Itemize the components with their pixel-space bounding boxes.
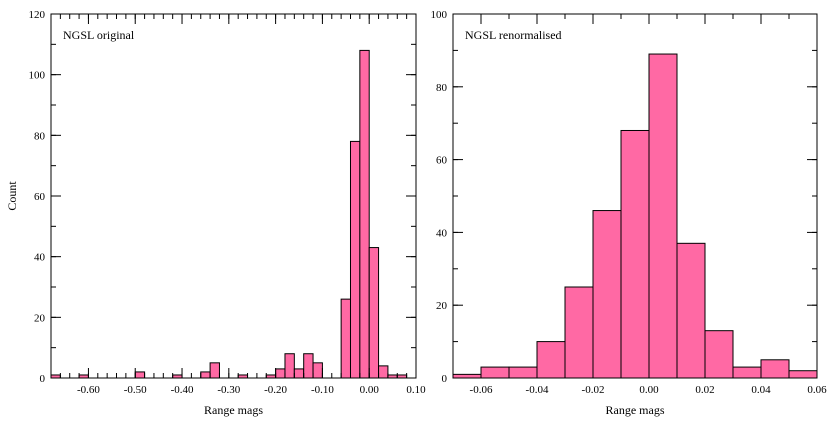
x-tick-label: -0.50 <box>124 384 147 396</box>
bar-8 <box>676 242 706 379</box>
x-tick-label: 0.02 <box>695 384 714 396</box>
y-tick-label: 80 <box>436 82 448 94</box>
x-tick-label: -0.20 <box>264 384 287 396</box>
x-tick-label: 0.10 <box>406 384 426 396</box>
bar-3 <box>536 341 566 379</box>
bars <box>452 53 818 379</box>
y-tick-label: 60 <box>436 155 448 167</box>
bar-2 <box>134 371 146 379</box>
x-axis-title: Range mags <box>204 403 263 417</box>
bar-9 <box>704 330 734 379</box>
y-tick-label: 120 <box>29 9 46 21</box>
bar-5 <box>209 362 220 379</box>
bar-12 <box>312 362 323 379</box>
y-tick-label: 20 <box>34 312 46 324</box>
ticks <box>50 13 417 379</box>
x-tick-label: 0.00 <box>360 384 380 396</box>
bar-2 <box>508 366 538 379</box>
bar-11 <box>303 353 314 379</box>
y-tick-label: 100 <box>431 9 448 21</box>
bar-0 <box>452 373 482 379</box>
bar-1 <box>480 366 510 379</box>
x-tick-label: 0.04 <box>751 384 771 396</box>
panel-ngsl-original: -0.60 -0.50 -0.40 -0.30 -0.20 -0.10 0.00 0.10 0 2… <box>5 9 426 417</box>
bar-16 <box>349 140 361 379</box>
y-tick-label: 100 <box>29 70 46 82</box>
panel-ngsl-renormalised: -0.06 -0.04 -0.02 0.00 0.02 0.04 0.06 0 20 40 60 80… <box>431 9 828 417</box>
bar-8 <box>275 368 286 379</box>
ticks <box>452 13 818 379</box>
chart-title: NGSL renormalised <box>465 28 562 42</box>
bar-18 <box>368 247 380 379</box>
bars <box>50 49 408 379</box>
bar-10 <box>732 366 762 379</box>
x-tick-label: -0.40 <box>171 384 194 396</box>
bar-4 <box>200 371 211 379</box>
bar-19 <box>378 365 389 379</box>
y-tick-label: 0 <box>442 373 448 385</box>
x-axis-title: Range mags <box>606 403 665 417</box>
bar-17 <box>359 49 370 379</box>
bar-5 <box>592 210 622 379</box>
x-tick-label: -0.02 <box>582 384 605 396</box>
bar-15 <box>340 298 351 379</box>
bar-11 <box>760 359 790 379</box>
x-tick-label: 0.06 <box>807 384 827 396</box>
x-tick-label: 0.00 <box>639 384 659 396</box>
y-tick-label: 40 <box>436 227 448 239</box>
x-tick-label: -0.04 <box>526 384 549 396</box>
y-axis-title: Count <box>5 181 19 211</box>
x-tick-label: -0.10 <box>311 384 334 396</box>
y-tick-label: 0 <box>40 373 46 385</box>
bar-10 <box>293 368 305 379</box>
chart-title: NGSL original <box>63 28 135 42</box>
x-tick-label: -0.06 <box>470 384 493 396</box>
bar-6 <box>620 129 650 379</box>
y-tick-label: 40 <box>34 252 46 264</box>
bar-4 <box>564 286 594 379</box>
y-tick-label: 80 <box>34 130 46 142</box>
bar-7 <box>648 53 678 379</box>
x-tick-label: -0.30 <box>217 384 240 396</box>
bar-12 <box>788 370 818 379</box>
x-tick-label: -0.60 <box>77 384 100 396</box>
y-tick-label: 20 <box>436 300 448 312</box>
y-tick-label: 60 <box>34 191 46 203</box>
bar-9 <box>284 353 295 379</box>
